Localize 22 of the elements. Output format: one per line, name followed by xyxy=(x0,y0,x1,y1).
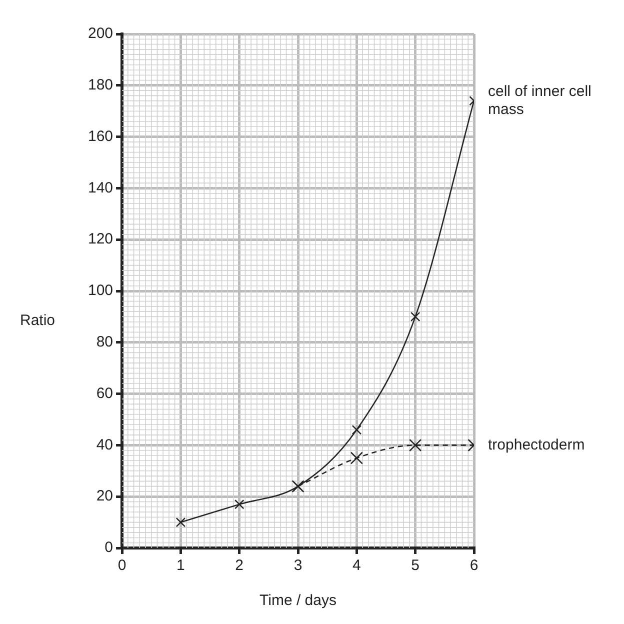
y-tick-label: 60 xyxy=(96,384,114,402)
x-tick-label: 3 xyxy=(294,557,302,574)
y-tick-label: 180 xyxy=(88,76,114,94)
y-tick-label: 0 xyxy=(104,539,114,556)
x-tick-label: 2 xyxy=(235,557,244,574)
y-tick-label: 200 xyxy=(88,25,114,42)
y-tick-label: 80 xyxy=(96,334,114,351)
x-axis-title: Time / days xyxy=(260,592,336,610)
x-tick-label: 5 xyxy=(411,557,420,574)
x-tick-label: 4 xyxy=(352,557,361,574)
y-tick-label: 160 xyxy=(88,128,114,145)
y-tick-label: 120 xyxy=(88,230,114,248)
y-axis-title: Ratio xyxy=(20,312,56,330)
y-tick-label: 100 xyxy=(88,282,114,300)
series-label: trophectoderm xyxy=(488,436,585,454)
y-tick-label: 20 xyxy=(96,488,114,505)
x-tick-label: 0 xyxy=(118,557,126,574)
y-tick-label: 40 xyxy=(96,436,114,454)
x-tick-label: 1 xyxy=(176,557,185,574)
y-tick-label: 140 xyxy=(88,179,114,196)
series-label: cell of inner cell mass xyxy=(488,82,592,118)
x-tick-label: 6 xyxy=(470,557,478,574)
